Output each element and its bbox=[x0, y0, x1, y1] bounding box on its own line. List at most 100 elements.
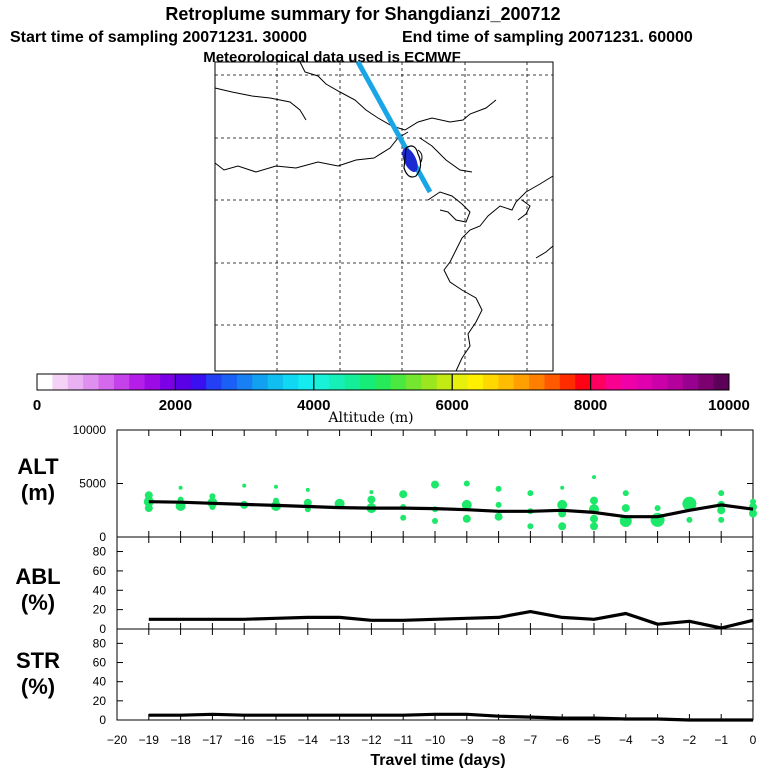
altitude-scatter-point bbox=[399, 490, 408, 499]
colorbar-swatch bbox=[67, 374, 84, 390]
altitude-scatter-point bbox=[303, 498, 312, 507]
alt-series-line bbox=[148, 500, 754, 519]
colorbar-swatch bbox=[421, 374, 438, 390]
x-tick-label: −13 bbox=[329, 733, 350, 747]
panel-ylabel: ALT bbox=[17, 454, 59, 479]
colorbar-swatch bbox=[698, 374, 715, 390]
x-tick-label: −14 bbox=[298, 733, 319, 747]
colorbar-tick-label: 0 bbox=[33, 397, 41, 414]
colorbar-swatch bbox=[283, 374, 299, 390]
colorbar-swatch bbox=[344, 374, 361, 390]
colorbar-swatch bbox=[452, 374, 468, 390]
x-tick-label: −4 bbox=[619, 733, 633, 747]
altitude-scatter-point bbox=[686, 516, 693, 523]
altitude-scatter-point bbox=[495, 485, 502, 492]
colorbar-swatch bbox=[206, 374, 222, 390]
y-tick-label: 40 bbox=[93, 583, 107, 597]
plume-core bbox=[402, 147, 418, 173]
x-tick-label: −7 bbox=[524, 733, 538, 747]
altitude-scatter-point bbox=[369, 490, 374, 495]
colorbar-swatch bbox=[590, 374, 607, 390]
altitude-scatter-point bbox=[590, 514, 598, 523]
altitude-scatter-point bbox=[590, 496, 598, 505]
colorbar-swatch bbox=[83, 374, 99, 390]
altitude-scatter-point bbox=[527, 490, 534, 497]
colorbar-swatch bbox=[298, 374, 315, 390]
colorbar-swatch bbox=[605, 374, 622, 390]
altitude-scatter-point bbox=[557, 499, 568, 510]
y-tick-label: 20 bbox=[93, 603, 107, 617]
x-axis-label: Travel time (days) bbox=[370, 752, 505, 768]
altitude-scatter-point bbox=[462, 514, 471, 523]
y-tick-label: 0 bbox=[99, 622, 106, 636]
colorbar-swatch bbox=[144, 374, 161, 390]
panel-abl: 80 60 40 20 0 ABL(%) bbox=[15, 536, 754, 636]
colorbar-tick-label: 4000 bbox=[297, 397, 330, 414]
colorbar-swatch bbox=[544, 374, 561, 390]
altitude-scatter-point bbox=[461, 499, 472, 510]
colorbar-frame bbox=[36, 373, 730, 391]
y-tick-label: 60 bbox=[93, 656, 107, 670]
colorbar-swatch bbox=[252, 374, 269, 390]
x-tick-label: −6 bbox=[555, 733, 569, 747]
colorbar-tick-label: 10000 bbox=[708, 397, 750, 414]
colorbar-label: Altitude (m) bbox=[327, 410, 413, 426]
altitude-scatter-point bbox=[654, 505, 661, 512]
altitude-scatter-point bbox=[750, 498, 756, 505]
altitude-scatter-point bbox=[274, 484, 278, 489]
altitude-scatter-point bbox=[431, 480, 439, 489]
colorbar-tick-label: 6000 bbox=[436, 397, 469, 414]
altitude-scatter-point bbox=[367, 495, 376, 504]
altitude-scatter-point bbox=[527, 523, 534, 530]
altitude-scatter-point bbox=[622, 490, 629, 497]
altitude-scatter-point bbox=[718, 490, 725, 497]
altitude-scatter-point bbox=[495, 501, 502, 508]
colorbar-swatch bbox=[636, 374, 653, 390]
colorbar-swatch bbox=[113, 374, 130, 390]
colorbar-swatch bbox=[236, 374, 253, 390]
altitude-scatter-point bbox=[590, 522, 598, 531]
colorbar-swatch bbox=[667, 374, 684, 390]
altitude-scatter-point bbox=[558, 522, 567, 531]
x-tick-label: −3 bbox=[651, 733, 665, 747]
y-tick-label: 0 bbox=[99, 530, 106, 544]
colorbar-swatch bbox=[175, 374, 192, 390]
panel-frame bbox=[116, 628, 754, 721]
altitude-scatter-point bbox=[463, 480, 470, 487]
panel-ylabel: ABL bbox=[15, 564, 60, 589]
str-series-line bbox=[148, 712, 753, 722]
altitude-scatter-point bbox=[209, 504, 216, 510]
altitude-colorbar: 0 2000 4000 6000 8000 10000 bbox=[33, 373, 750, 414]
altitude-scatter-point bbox=[178, 485, 183, 490]
colorbar-swatch bbox=[498, 374, 515, 390]
colorbar-swatch bbox=[37, 374, 53, 390]
colorbar-swatch bbox=[267, 374, 284, 390]
panel-ylabel: STR bbox=[16, 648, 60, 673]
panel-frame bbox=[116, 536, 754, 630]
y-tick-label: 60 bbox=[93, 564, 107, 578]
altitude-scatter-point bbox=[305, 487, 310, 492]
plume-contour bbox=[403, 145, 422, 178]
x-tick-label: −17 bbox=[202, 733, 223, 747]
x-tick-label: −11 bbox=[393, 733, 413, 747]
y-tick-label: 80 bbox=[93, 545, 107, 559]
colorbar-swatch bbox=[390, 374, 407, 390]
y-tick-label: 80 bbox=[93, 636, 107, 650]
panel-ylabel: (m) bbox=[21, 480, 55, 505]
x-tick-label: −8 bbox=[492, 733, 506, 747]
map-graticule bbox=[215, 62, 553, 371]
altitude-scatter-point bbox=[242, 483, 247, 488]
colorbar-swatch bbox=[190, 374, 207, 390]
colorbar-tick-label: 2000 bbox=[159, 397, 192, 414]
plume-footprint bbox=[402, 145, 423, 178]
altitude-scatter-point bbox=[144, 504, 153, 513]
colorbar-swatch bbox=[98, 374, 115, 390]
x-tick-label: −1 bbox=[714, 733, 728, 747]
colorbar-swatch bbox=[529, 374, 545, 390]
colorbar-swatch bbox=[682, 374, 699, 390]
altitude-scatter-point bbox=[209, 493, 216, 500]
x-tick-label: −5 bbox=[587, 733, 601, 747]
colorbar-swatch bbox=[406, 374, 422, 390]
altitude-scatter-point bbox=[682, 496, 697, 511]
